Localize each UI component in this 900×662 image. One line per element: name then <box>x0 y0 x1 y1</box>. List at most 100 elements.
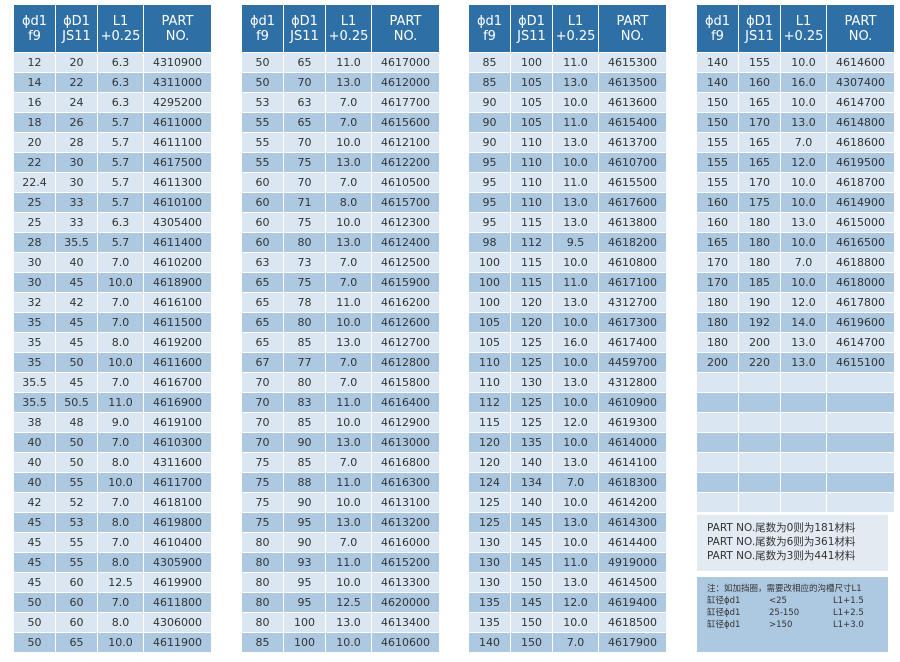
table-cell: 4614100 <box>599 453 667 473</box>
table-row: 22.4 30 5.7 4611300 <box>14 173 212 193</box>
table-cell: 32 <box>14 293 56 313</box>
table-cell: 80 <box>242 553 284 573</box>
table-cell: 10.0 <box>553 353 599 373</box>
table-cell: 85 <box>242 633 284 653</box>
table-row: 80 93 11.0 4615200 <box>242 553 440 573</box>
table-cell: 13.0 <box>326 233 372 253</box>
note-cell: 25-150 <box>769 608 800 618</box>
table-cell: 150 <box>511 633 553 653</box>
table-cell: 45 <box>56 373 98 393</box>
table-cell: 170 <box>697 253 739 273</box>
table-row: 80 95 10.0 4613300 <box>242 573 440 593</box>
table-cell: 71 <box>284 193 326 213</box>
header-text: f9 <box>483 28 496 44</box>
table-cell: 4612900 <box>372 413 440 433</box>
table-cell: 95 <box>469 213 511 233</box>
table-cell: 95 <box>284 573 326 593</box>
empty-cell <box>739 493 781 513</box>
table-cell: 4618600 <box>827 133 895 153</box>
table-cell: 40 <box>14 453 56 473</box>
table-row: 160 180 13.0 4615000 <box>697 213 895 233</box>
table-cell: 4615600 <box>372 113 440 133</box>
table-cell: 9.5 <box>553 233 599 253</box>
table-cell: 10.0 <box>553 313 599 333</box>
table-row: 32 42 7.0 4616100 <box>14 293 212 313</box>
table-cell: 170 <box>739 173 781 193</box>
table-cell: 13.0 <box>326 73 372 93</box>
table-cell: 33 <box>56 193 98 213</box>
table-cell: 4459700 <box>599 353 667 373</box>
table-row: 80 90 7.0 4616000 <box>242 533 440 553</box>
table-cell: 160 <box>739 73 781 93</box>
empty-cell <box>781 473 827 493</box>
table-cell: 45 <box>56 333 98 353</box>
table-cell: 80 <box>242 573 284 593</box>
table-cell: 10.0 <box>553 433 599 453</box>
header-text: ϕD1 <box>518 13 545 29</box>
table-cell: 6.3 <box>98 213 144 233</box>
table-cell: 14.0 <box>781 313 827 333</box>
table-cell: 25 <box>14 193 56 213</box>
table-cell: 100 <box>284 613 326 633</box>
table-cell: 190 <box>739 293 781 313</box>
table-row: 55 65 7.0 4615600 <box>242 113 440 133</box>
table-cell: 13.0 <box>781 333 827 353</box>
table-row: 50 65 10.0 4611900 <box>14 633 212 653</box>
header-cell: ϕD1 JS11 <box>284 5 326 53</box>
table-row: 75 85 7.0 4616800 <box>242 453 440 473</box>
empty-cell <box>739 393 781 413</box>
table-cell: 8.0 <box>98 333 144 353</box>
table-cell: 165 <box>739 133 781 153</box>
table-cell: 135 <box>511 433 553 453</box>
table-cell: 7.0 <box>553 633 599 653</box>
table-cell: 155 <box>697 133 739 153</box>
table-cell: 4310900 <box>144 53 212 73</box>
table-cell: 63 <box>284 93 326 113</box>
table-cell: 13.0 <box>553 453 599 473</box>
table-cell: 7.0 <box>326 373 372 393</box>
table-cell: 4617900 <box>599 633 667 653</box>
table-cell: 75 <box>242 493 284 513</box>
table-cell: 70 <box>242 373 284 393</box>
empty-cell <box>739 473 781 493</box>
table-cell: 4617800 <box>827 293 895 313</box>
table-cell: 4614500 <box>599 573 667 593</box>
table-cell: 7.0 <box>326 93 372 113</box>
table-cell: 4611300 <box>144 173 212 193</box>
table-row: 45 55 8.0 4305900 <box>14 553 212 573</box>
table-cell: 10.0 <box>326 213 372 233</box>
table-cell: 105 <box>511 73 553 93</box>
table-row: 90 105 10.0 4613600 <box>469 93 667 113</box>
table-row: 100 115 10.0 4610800 <box>469 253 667 273</box>
table-cell: 110 <box>511 133 553 153</box>
table-cell: 65 <box>242 293 284 313</box>
table-cell: 53 <box>56 513 98 533</box>
table-row: 18 26 5.7 4611000 <box>14 113 212 133</box>
table-cell: 75 <box>242 473 284 493</box>
table-cell: 50 <box>242 53 284 73</box>
note-line: PART NO.尾数为6则为361材料 <box>707 536 856 548</box>
table-cell: 7.0 <box>98 533 144 553</box>
empty-cell <box>739 453 781 473</box>
table-row: 25 33 5.7 4610100 <box>14 193 212 213</box>
table-cell: 4618700 <box>827 173 895 193</box>
table-cell: 10.0 <box>781 93 827 113</box>
header-text: PART <box>616 13 649 29</box>
table-cell: 4312700 <box>599 293 667 313</box>
table-cell: 100 <box>469 253 511 273</box>
header-cell: L1 +0.25 <box>326 5 372 53</box>
table-cell: 10.0 <box>98 273 144 293</box>
table-cell: 112 <box>511 233 553 253</box>
table-row: 90 110 13.0 4613700 <box>469 133 667 153</box>
table-cell: 30 <box>14 253 56 273</box>
table-row: 30 45 10.0 4618900 <box>14 273 212 293</box>
table-cell: 4617100 <box>599 273 667 293</box>
table-cell: 10.0 <box>553 533 599 553</box>
table-cell: 7.0 <box>98 253 144 273</box>
empty-cell <box>697 493 739 513</box>
table-cell: 4612800 <box>372 353 440 373</box>
table-cell: 8.0 <box>98 513 144 533</box>
table-cell: 5.7 <box>98 193 144 213</box>
table-cell: 12.5 <box>326 593 372 613</box>
header-text: f9 <box>711 28 724 44</box>
